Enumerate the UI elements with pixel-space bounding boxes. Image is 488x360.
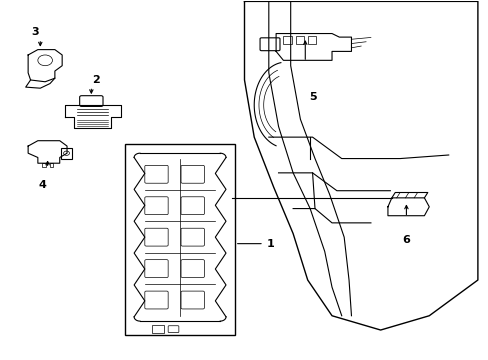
Bar <box>295 36 304 44</box>
Text: 5: 5 <box>308 93 316 103</box>
Bar <box>49 163 53 167</box>
Text: 6: 6 <box>402 235 409 246</box>
Text: 2: 2 <box>92 75 100 85</box>
Text: 4: 4 <box>39 180 46 190</box>
Text: 1: 1 <box>266 239 274 249</box>
Bar <box>125 144 234 336</box>
Bar <box>41 163 45 167</box>
Text: 3: 3 <box>32 27 39 37</box>
Bar <box>283 36 291 44</box>
Bar <box>61 148 72 158</box>
Bar <box>152 325 164 333</box>
Bar <box>307 36 316 44</box>
